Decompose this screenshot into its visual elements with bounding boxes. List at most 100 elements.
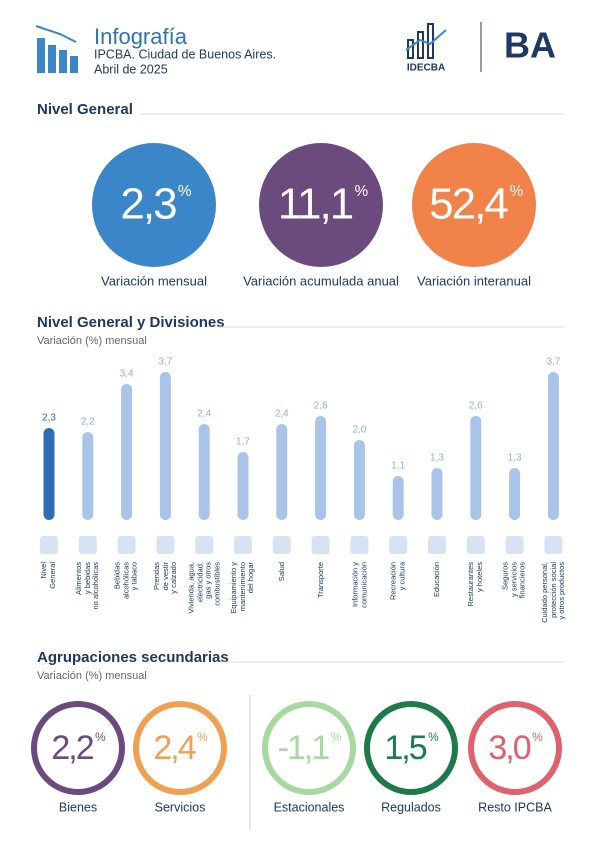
icon (505, 536, 524, 554)
circle-label: Variación acumulada anual (243, 273, 399, 288)
ring-label: Servicios (155, 800, 206, 814)
ring-label: Regulados (381, 800, 441, 814)
bar (470, 416, 482, 520)
category-label: Seguros y servicios financieros (500, 562, 527, 599)
circle-label: Variación mensual (101, 273, 207, 288)
icon (234, 536, 252, 554)
circle (412, 143, 536, 267)
icon (350, 536, 369, 554)
icon (311, 536, 330, 554)
category-label: Cuidado personal, protección social y ot… (539, 562, 566, 623)
ring-label: Estacionales (274, 800, 345, 814)
category-label: Vivienda, agua, electricidad, gas y otro… (186, 562, 221, 614)
category-label: Salud (276, 562, 286, 582)
value: 1,5 (384, 729, 426, 767)
category-label: Prendas de vestir y calzado (151, 562, 178, 594)
value-label: 2,4 (197, 409, 211, 420)
icon (466, 536, 485, 554)
value: 3,0 (488, 729, 530, 767)
unit: % (354, 183, 368, 200)
value-label: 2,0 (352, 425, 366, 436)
value: 2,4 (153, 729, 195, 767)
value-label: 2,6 (469, 401, 483, 412)
circle (92, 143, 216, 267)
category-label: Restaurantes y hoteles (466, 562, 484, 607)
bar (198, 424, 210, 520)
category-label: Bebidas alcohólicas y tabaco (112, 562, 139, 600)
icon (156, 536, 175, 554)
category-label: Alimentos y bebidas no alcohólicas (74, 562, 101, 610)
ring-label: Bienes (59, 800, 97, 814)
unit: % (331, 730, 342, 744)
section-title: Nivel General (37, 101, 133, 118)
bar (315, 416, 327, 520)
bar (237, 452, 249, 520)
section-subtitle: Variación (%) mensual (37, 335, 147, 347)
bar (82, 432, 94, 520)
bar (547, 372, 559, 520)
subtitle: IPCBA. Ciudad de Buenos Aires. (94, 47, 276, 61)
idecba-logo (405, 23, 447, 59)
bar (392, 476, 404, 520)
value-label: 3,7 (546, 357, 560, 368)
ring (133, 701, 227, 795)
value-label: 1,7 (236, 437, 250, 448)
value: 2,2 (51, 729, 93, 767)
value-label: 3,7 (158, 357, 172, 368)
icon (78, 536, 97, 554)
ring-label: Resto IPCBA (478, 800, 552, 814)
title: Infografía (94, 24, 188, 49)
unit: % (510, 183, 524, 200)
unit: % (178, 183, 192, 200)
icon (428, 536, 446, 554)
value-label: 2,6 (314, 401, 328, 412)
bar (276, 424, 288, 520)
unit: % (428, 730, 439, 744)
value-label: 2,2 (81, 417, 95, 428)
value-label: 1,3 (430, 453, 444, 464)
value: -1,1 (278, 729, 330, 767)
category-label: Equipamiento y mantenimiento del hogar (229, 562, 256, 614)
unit: % (197, 730, 208, 744)
category-label: Nivel General (39, 562, 58, 589)
category-label: Transporte (315, 562, 325, 598)
ring (31, 701, 125, 795)
category-label: Recreación y cultura (388, 562, 407, 600)
circle (259, 143, 383, 267)
icon (389, 536, 408, 554)
value: 52,4 (429, 180, 508, 229)
value: 11,1 (278, 180, 353, 229)
ring (262, 701, 356, 795)
circle-label: Variación interanual (417, 273, 531, 288)
icon (40, 536, 58, 554)
category-label: Educación (431, 562, 441, 598)
bar (43, 428, 55, 520)
bar (509, 468, 521, 520)
value-label: 2,3 (42, 413, 56, 424)
value-label: 3,4 (120, 369, 134, 380)
value: 2,3 (120, 180, 176, 229)
bar (431, 468, 443, 520)
bar (159, 372, 171, 520)
category-label: Información y comunicación (349, 562, 368, 608)
unit: % (95, 730, 106, 744)
icon (195, 536, 214, 554)
unit: % (532, 730, 543, 744)
ring (468, 701, 562, 795)
icon (117, 536, 136, 554)
icon (272, 536, 291, 554)
section-title: Nivel General y Divisiones (37, 314, 225, 331)
header-icon (35, 25, 78, 73)
logo-text: IDECBA (407, 63, 445, 74)
value-label: 1,3 (508, 453, 522, 464)
value-label: 2,4 (275, 409, 289, 420)
bar (121, 384, 133, 520)
ring (364, 701, 458, 795)
section-subtitle: Variación (%) mensual (37, 670, 147, 682)
section-title: Agrupaciones secundarias (37, 649, 229, 666)
date: Abril de 2025 (94, 62, 168, 76)
value-label: 1,1 (391, 461, 405, 472)
bar (353, 440, 365, 520)
